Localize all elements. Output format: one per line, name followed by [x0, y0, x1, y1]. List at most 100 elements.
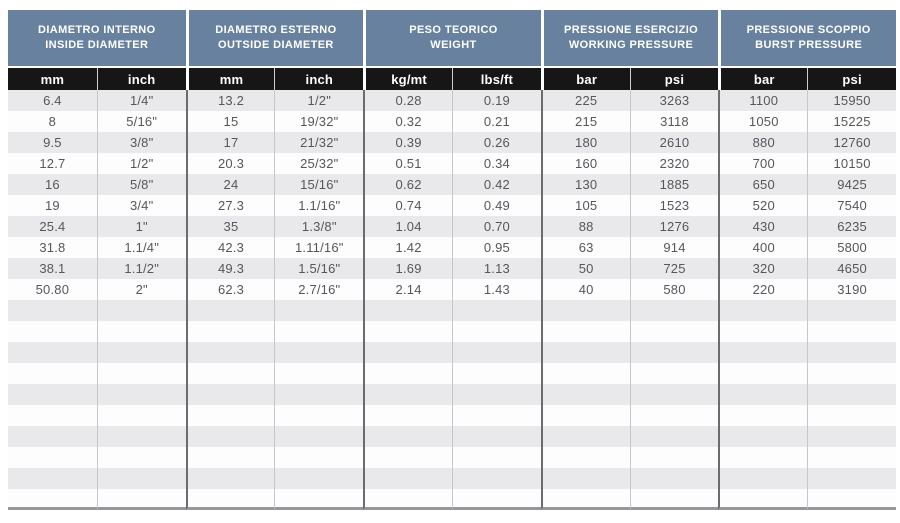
table-cell	[451, 468, 541, 489]
table-header: DIAMETRO INTERNO INSIDE DIAMETER DIAMETR…	[8, 10, 896, 90]
table-cell: 0.28	[363, 90, 452, 111]
table-cell	[451, 447, 541, 468]
empty-table-row	[8, 405, 896, 426]
column-group-outside-diameter: DIAMETRO ESTERNO OUTSIDE DIAMETER	[185, 10, 364, 68]
unit-header-inch: inch	[96, 68, 186, 90]
table-cell: 1/2"	[274, 90, 364, 111]
table-cell	[185, 384, 275, 405]
table-cell	[807, 447, 896, 468]
table-cell	[185, 447, 275, 468]
table-cell	[540, 468, 630, 489]
table-cell	[451, 384, 541, 405]
table-cell	[718, 468, 808, 489]
table-cell	[451, 363, 541, 384]
table-cell: 220	[718, 279, 808, 300]
table-cell: 520	[718, 195, 808, 216]
table-cell	[718, 384, 808, 405]
table-cell	[363, 405, 452, 426]
table-cell	[540, 447, 630, 468]
table-cell: 1/2"	[96, 153, 186, 174]
table-cell: 3263	[629, 90, 719, 111]
table-cell	[629, 363, 719, 384]
table-cell: 3190	[807, 279, 896, 300]
table-cell: 225	[540, 90, 630, 111]
table-cell	[363, 426, 452, 447]
table-cell	[718, 321, 808, 342]
table-row: 6.4 1/4" 13.2 1/2" 0.28 0.19 225 3263 1100 15950	[8, 90, 896, 111]
table-cell	[96, 489, 186, 510]
empty-table-row	[8, 447, 896, 468]
table-cell: 1.43	[451, 279, 541, 300]
table-cell	[807, 321, 896, 342]
unit-header-psi: psi	[629, 68, 719, 90]
table-cell: 24	[185, 174, 275, 195]
table-cell: 35	[185, 216, 275, 237]
table-cell: 6.4	[8, 90, 97, 111]
table-cell	[8, 426, 97, 447]
table-cell	[363, 300, 452, 321]
empty-table-row	[8, 300, 896, 321]
table-cell	[540, 300, 630, 321]
column-group-working-pressure: PRESSIONE ESERCIZIO WORKING PRESSURE	[540, 10, 719, 68]
table-cell: 0.42	[451, 174, 541, 195]
table-cell	[451, 405, 541, 426]
table-cell	[274, 405, 364, 426]
table-cell: 12760	[807, 132, 896, 153]
table-cell	[8, 468, 97, 489]
table-cell: 16	[8, 174, 97, 195]
table-cell	[718, 300, 808, 321]
table-cell: 27.3	[185, 195, 275, 216]
table-cell	[451, 321, 541, 342]
table-cell	[451, 300, 541, 321]
table-cell	[185, 321, 275, 342]
table-cell	[540, 363, 630, 384]
group-title-en: BURST PRESSURE	[755, 39, 863, 51]
table-cell: 1885	[629, 174, 719, 195]
table-cell: 3/8"	[96, 132, 186, 153]
table-cell: 0.19	[451, 90, 541, 111]
table-cell	[96, 405, 186, 426]
table-cell: 40	[540, 279, 630, 300]
table-cell: 15/16"	[274, 174, 364, 195]
table-cell: 430	[718, 216, 808, 237]
table-cell: 0.39	[363, 132, 452, 153]
table-cell	[540, 489, 630, 510]
table-cell: 1523	[629, 195, 719, 216]
table-cell: 17	[185, 132, 275, 153]
group-title-en: INSIDE DIAMETER	[45, 39, 149, 51]
table-cell	[718, 447, 808, 468]
table-cell: 1.69	[363, 258, 452, 279]
table-cell: 725	[629, 258, 719, 279]
table-cell: 0.51	[363, 153, 452, 174]
empty-table-row	[8, 342, 896, 363]
group-header-row: DIAMETRO INTERNO INSIDE DIAMETER DIAMETR…	[8, 10, 896, 68]
table-cell: 400	[718, 237, 808, 258]
table-row: 31.8 1.1/4" 42.3 1.11/16" 1.42 0.95 63 914 400 58…	[8, 237, 896, 258]
table-cell	[629, 300, 719, 321]
table-cell	[96, 300, 186, 321]
table-cell	[807, 405, 896, 426]
table-cell: 31.8	[8, 237, 97, 258]
table-cell: 6235	[807, 216, 896, 237]
group-title-en: WORKING PRESSURE	[568, 39, 694, 51]
table-cell: 3/4"	[96, 195, 186, 216]
table-cell: 1/4"	[96, 90, 186, 111]
table-cell: 2"	[96, 279, 186, 300]
table-cell: 19	[8, 195, 97, 216]
table-row: 8 5/16" 15 19/32" 0.32 0.21 215 3118 1050 15225	[8, 111, 896, 132]
group-title-it: DIAMETRO INTERNO	[37, 23, 156, 36]
table-cell	[540, 321, 630, 342]
table-cell	[96, 363, 186, 384]
table-cell	[8, 342, 97, 363]
table-cell: 5800	[807, 237, 896, 258]
table-cell: 1"	[96, 216, 186, 237]
table-cell: 0.74	[363, 195, 452, 216]
table-cell: 25/32"	[274, 153, 364, 174]
unit-header-lbs-ft: lbs/ft	[451, 68, 541, 90]
table-cell: 3118	[629, 111, 719, 132]
table-row: 19 3/4" 27.3 1.1/16" 0.74 0.49 105 1523 520 7540	[8, 195, 896, 216]
table-cell: 105	[540, 195, 630, 216]
table-cell: 9425	[807, 174, 896, 195]
table-cell: 1276	[629, 216, 719, 237]
table-cell: 0.49	[451, 195, 541, 216]
